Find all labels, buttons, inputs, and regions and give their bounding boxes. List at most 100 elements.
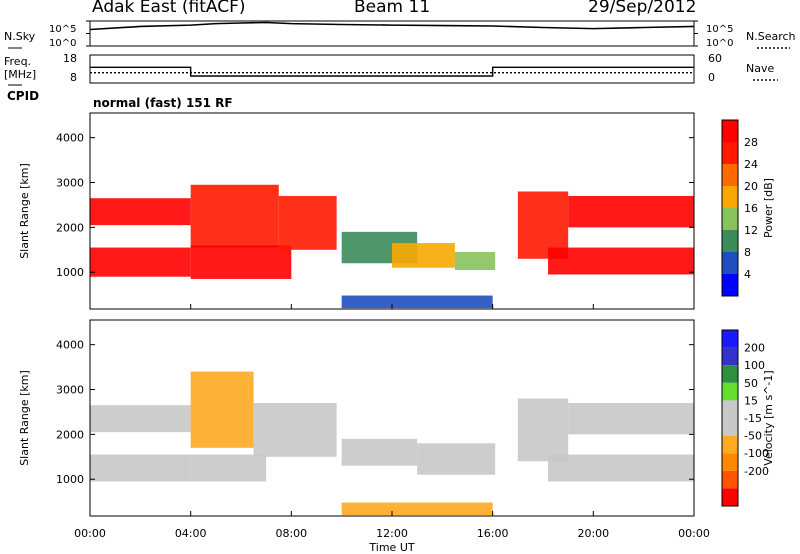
time-tick-label: 20:00 (577, 527, 609, 540)
colorbar-tick-label: 20 (744, 180, 758, 193)
noise-right-label: N.Search (746, 30, 796, 43)
echo-region (548, 247, 694, 275)
echo-region (190, 184, 279, 248)
echo-region (568, 402, 694, 435)
colorbar-segment (722, 186, 738, 208)
range-tick-label: 2000 (56, 428, 84, 441)
colorbar-tick-label: -100 (744, 447, 769, 460)
range-tick-label: 3000 (56, 384, 84, 397)
time-tick-label: 16:00 (477, 527, 509, 540)
nave-label: Nave (746, 62, 775, 75)
colorbar-tick-label: 50 (744, 377, 758, 390)
freq-tick-bottom: 8 (70, 71, 77, 84)
colorbar-label: Power [dB] (762, 178, 775, 238)
range-tick-label: 1000 (56, 473, 84, 486)
colorbar-segment (722, 274, 738, 296)
colorbar-tick-label: 200 (744, 342, 765, 355)
colorbar-segment (722, 365, 738, 383)
freq-tick-top: 18 (63, 52, 77, 65)
echo-region (90, 198, 191, 226)
frequency-line (90, 66, 694, 77)
range-tick-label: 2000 (56, 221, 84, 234)
colorbar-tick-label: -200 (744, 465, 769, 478)
range-axis-label: Slant Range [km] (18, 163, 31, 259)
noise-left-tick-top: 10^5 (49, 24, 77, 35)
date-title: 29/Sep/2012 (588, 0, 697, 17)
time-axis: 00:00 04:00 08:00 12:00 16:00 20:00 00:00 Time … (74, 527, 710, 554)
colorbar-tick-label: 16 (744, 202, 758, 215)
echo-region (341, 438, 418, 466)
colorbar-segment (722, 453, 738, 471)
colorbar-tick-label: 28 (744, 136, 758, 149)
range-tick-label: 3000 (56, 177, 84, 190)
noise-sky-line (89, 21, 695, 31)
echo-region (190, 245, 292, 279)
time-tick-label: 08:00 (275, 527, 307, 540)
echo-region (392, 243, 455, 268)
colorbar-tick-label: 8 (744, 246, 751, 259)
frequency-panel (90, 66, 694, 77)
colorbar-segment (722, 252, 738, 274)
power-panel: 1000 2000 3000 4000 Slant Range [km] (18, 112, 695, 310)
nave-tick-top: 60 (708, 52, 722, 65)
echo-region (90, 247, 191, 277)
noise-left-tick-bottom: 10^0 (49, 38, 77, 49)
echo-region (454, 252, 496, 270)
colorbar-tick-label: 100 (744, 359, 765, 372)
range-tick-label: 4000 (56, 339, 84, 352)
colorbar-tick-label: 4 (744, 268, 751, 281)
cpid-program: normal (fast) 151 RF (93, 96, 233, 110)
beam-title: Beam 11 (354, 0, 431, 17)
echo-region (548, 454, 694, 482)
freq-panel-frame (89, 54, 695, 84)
colorbar-segment (722, 400, 738, 418)
colorbar-segment (722, 418, 738, 436)
range-axis-label: Slant Range [km] (18, 370, 31, 466)
colorbar-segment (722, 435, 738, 454)
echo-region (568, 195, 694, 228)
colorbar-tick-label: 24 (744, 158, 758, 171)
colorbar-frame (721, 329, 739, 507)
colorbar-frame (721, 119, 739, 297)
echo-region (417, 443, 496, 475)
range-tick-label: 4000 (56, 132, 84, 145)
colorbar-tick-label: -50 (744, 430, 762, 443)
echo-region (90, 405, 191, 433)
time-axis-label: Time UT (368, 541, 414, 554)
freq-label-line2: [MHz] (4, 68, 37, 81)
colorbar-tick-label: -15 (744, 412, 762, 425)
noise-panel (86, 20, 698, 47)
noise-right-tick-top: 10^5 (706, 24, 734, 35)
noise-right-tick-bottom: 10^0 (706, 38, 734, 49)
cpid-label: CPID (7, 89, 40, 103)
time-tick-label: 12:00 (376, 527, 408, 540)
echo-region (190, 454, 267, 482)
echo-region (90, 454, 191, 482)
colorbar-segment (722, 230, 738, 252)
colorbar-segment (722, 488, 738, 506)
colorbar-segment (722, 120, 738, 142)
time-tick-label: 00:00 (74, 527, 106, 540)
colorbar-segment (722, 164, 738, 186)
echo-region (278, 195, 337, 250)
colorbars: 4 8 12 16 20 24 28 Power [dB] 200 100 50 15 -15 -50 -1… (721, 119, 775, 507)
time-tick-label: 00:00 (678, 527, 710, 540)
colorbar-segment (722, 208, 738, 230)
colorbar-segment (722, 382, 738, 401)
colorbar-segment (722, 470, 738, 489)
nave-tick-bottom: 0 (708, 71, 715, 84)
range-tick-label: 1000 (56, 266, 84, 279)
echo-region (341, 502, 493, 516)
echo-region (190, 371, 254, 448)
echo-region (517, 398, 569, 462)
echo-region (253, 402, 337, 457)
colorbar-segment (722, 330, 738, 348)
time-tick-label: 04:00 (175, 527, 207, 540)
freq-label-line1: Freq. (4, 55, 32, 68)
echo-region (341, 295, 493, 309)
colorbar-label: Velocity [m s^-1] (762, 370, 775, 465)
colorbar-segment (722, 347, 738, 366)
noise-left-label: N.Sky (4, 30, 36, 43)
